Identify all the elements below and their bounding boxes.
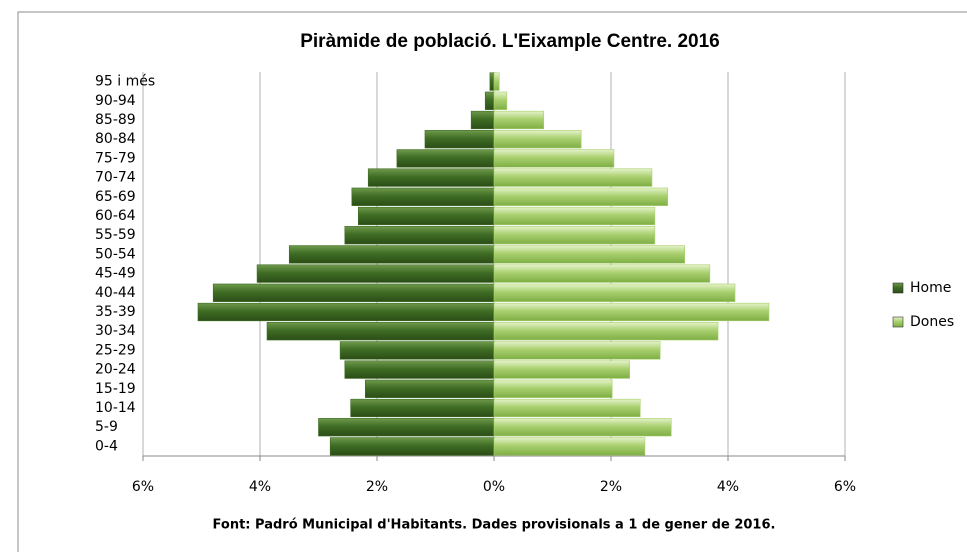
x-tick-label: 0% bbox=[483, 479, 505, 495]
bar bbox=[493, 418, 672, 437]
bar bbox=[493, 149, 615, 168]
bar bbox=[493, 322, 719, 341]
bar bbox=[493, 226, 656, 245]
bar bbox=[493, 110, 545, 130]
x-tick-label: 6% bbox=[834, 479, 856, 495]
bar bbox=[357, 206, 495, 226]
y-tick-label: 75-79 bbox=[95, 150, 136, 166]
bar bbox=[344, 360, 495, 379]
y-tick-label: 95 i més bbox=[95, 74, 155, 90]
y-tick-label: 0-4 bbox=[95, 438, 118, 454]
bar bbox=[339, 341, 495, 360]
legend-label: Home bbox=[910, 280, 951, 296]
chart-title: Piràmide de població. L'Eixample Centre.… bbox=[300, 31, 720, 52]
y-tick-label: 30-34 bbox=[95, 323, 136, 339]
y-tick-label: 65-69 bbox=[95, 189, 136, 205]
y-tick-label: 40-44 bbox=[95, 285, 136, 301]
bar bbox=[493, 187, 669, 206]
bar bbox=[351, 187, 495, 206]
y-tick-label: 50-54 bbox=[95, 246, 136, 262]
bar bbox=[493, 283, 736, 302]
bar bbox=[266, 322, 495, 341]
footnote: Font: Padró Municipal d'Habitants. Dades… bbox=[213, 518, 776, 533]
bar bbox=[197, 302, 495, 322]
bar bbox=[493, 245, 686, 264]
legend-swatch bbox=[892, 316, 904, 328]
bar bbox=[350, 398, 495, 418]
y-tick-label: 85-89 bbox=[95, 112, 136, 128]
bar bbox=[493, 437, 646, 456]
y-tick-label: 70-74 bbox=[95, 170, 136, 186]
bar bbox=[367, 168, 495, 187]
bar bbox=[493, 398, 641, 418]
bar bbox=[318, 418, 495, 437]
y-tick-label: 15-19 bbox=[95, 381, 136, 397]
bar bbox=[424, 130, 495, 149]
y-tick-label: 35-39 bbox=[95, 304, 136, 320]
y-tick-label: 90-94 bbox=[95, 93, 136, 109]
y-tick-label: 5-9 bbox=[95, 419, 118, 435]
bar bbox=[489, 72, 495, 91]
bar bbox=[470, 110, 495, 130]
y-tick-label: 60-64 bbox=[95, 208, 136, 224]
y-tick-label: 20-24 bbox=[95, 362, 136, 378]
y-tick-label: 55-59 bbox=[95, 227, 136, 243]
bar bbox=[484, 91, 495, 110]
bar bbox=[493, 168, 653, 187]
bar bbox=[396, 149, 495, 168]
bar bbox=[256, 264, 495, 283]
y-tick-label: 10-14 bbox=[95, 400, 136, 416]
bar bbox=[329, 437, 495, 456]
bar bbox=[364, 379, 495, 398]
x-tick-label: 2% bbox=[366, 479, 388, 495]
bar bbox=[212, 283, 495, 302]
bar bbox=[493, 264, 711, 283]
bar bbox=[493, 360, 631, 379]
bar bbox=[493, 206, 656, 226]
bar bbox=[493, 302, 770, 322]
x-tick-label: 4% bbox=[717, 479, 739, 495]
bar bbox=[344, 226, 495, 245]
legend-swatch bbox=[892, 282, 904, 294]
x-tick-label: 4% bbox=[249, 479, 271, 495]
y-tick-label: 25-29 bbox=[95, 342, 136, 358]
legend-label: Dones bbox=[910, 314, 954, 330]
bar bbox=[493, 130, 582, 149]
bar bbox=[493, 379, 613, 398]
y-tick-label: 80-84 bbox=[95, 131, 136, 147]
x-tick-label: 6% bbox=[132, 479, 154, 495]
bar bbox=[493, 341, 661, 360]
bar bbox=[493, 91, 508, 110]
x-tick-label: 2% bbox=[600, 479, 622, 495]
bar bbox=[493, 72, 500, 91]
bar bbox=[288, 245, 495, 264]
y-tick-label: 45-49 bbox=[95, 266, 136, 282]
